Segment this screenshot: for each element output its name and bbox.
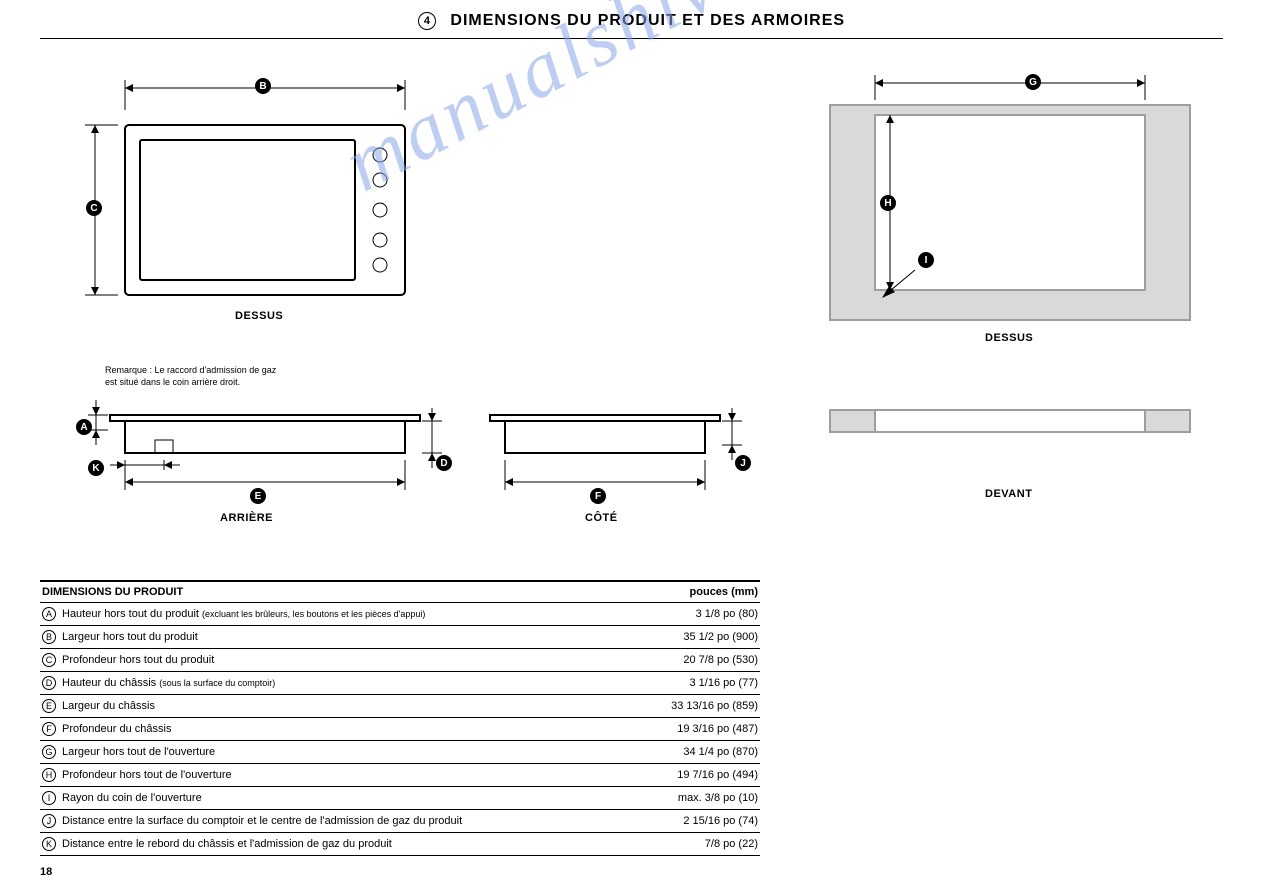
row-desc: Hauteur hors tout du produit xyxy=(62,608,199,620)
caption-arriere: ARRIÈRE xyxy=(220,512,273,524)
row-key: C xyxy=(42,653,56,667)
caption-dessus-2: DESSUS xyxy=(985,332,1033,344)
row-key: G xyxy=(42,745,56,759)
table-row: K Distance entre le rebord du châssis et … xyxy=(40,833,760,856)
row-desc: Distance entre la surface du comptoir et… xyxy=(62,815,462,827)
row-val: 3 1/16 po (77) xyxy=(633,672,760,695)
row-key: F xyxy=(42,722,56,736)
row-desc: Largeur du châssis xyxy=(62,700,155,712)
row-key: A xyxy=(42,607,56,621)
row-key: I xyxy=(42,791,56,805)
row-desc: Profondeur hors tout du produit xyxy=(62,654,214,666)
dim-label-c: C xyxy=(86,200,102,216)
row-val: 34 1/4 po (870) xyxy=(633,741,760,764)
row-val: 33 13/16 po (859) xyxy=(633,695,760,718)
row-val: 7/8 po (22) xyxy=(633,833,760,856)
dim-label-d: D xyxy=(436,455,452,471)
table-row: C Profondeur hors tout du produit 20 7/8 p… xyxy=(40,649,760,672)
rear-note: Remarque : Le raccord d'admission de gaz… xyxy=(105,365,365,388)
table-row: J Distance entre la surface du comptoir e… xyxy=(40,810,760,833)
section-number: 4 xyxy=(418,12,436,30)
dim-label-a: A xyxy=(76,419,92,435)
diagram-side-view xyxy=(470,390,750,530)
table-row: H Profondeur hors tout de l'ouverture 19 7… xyxy=(40,764,760,787)
caption-dessus-1: DESSUS xyxy=(235,310,283,322)
dim-label-i: I xyxy=(918,252,934,268)
diagram-area: B C DESSUS Remarque : Le raccord d'admis… xyxy=(40,70,1223,560)
row-desc: Largeur hors tout du produit xyxy=(62,631,198,643)
row-val: 2 15/16 po (74) xyxy=(633,810,760,833)
row-key: E xyxy=(42,699,56,713)
row-desc: Profondeur du châssis xyxy=(62,723,171,735)
dim-label-b: B xyxy=(255,78,271,94)
table-row: I Rayon du coin de l'ouverture max. 3/8 po… xyxy=(40,787,760,810)
diagram-rear-view xyxy=(70,390,450,530)
table-row: E Largeur du châssis 33 13/16 po (859) xyxy=(40,695,760,718)
rear-note-line2: est situé dans le coin arrière droit. xyxy=(105,377,240,387)
dim-label-f: F xyxy=(590,488,606,504)
row-key: B xyxy=(42,630,56,644)
table-row: A Hauteur hors tout du produit (excluant … xyxy=(40,603,760,626)
diagram-cutout-front xyxy=(800,400,1200,460)
diagram-top-view xyxy=(70,70,430,330)
dim-label-k: K xyxy=(88,460,104,476)
row-desc: Hauteur du châssis xyxy=(62,677,156,689)
row-key: H xyxy=(42,768,56,782)
row-desc: Distance entre le rebord du châssis et l… xyxy=(62,838,392,850)
row-key: D xyxy=(42,676,56,690)
row-key: K xyxy=(42,837,56,851)
table-body: A Hauteur hors tout du produit (excluant … xyxy=(40,603,760,856)
dim-label-g: G xyxy=(1025,74,1041,90)
row-val: 19 3/16 po (487) xyxy=(633,718,760,741)
page-number: 18 xyxy=(40,866,52,878)
page-title: DIMENSIONS DU PRODUIT ET DES ARMOIRES xyxy=(450,12,845,29)
row-desc: Largeur hors tout de l'ouverture xyxy=(62,746,215,758)
table-row: F Profondeur du châssis 19 3/16 po (487) xyxy=(40,718,760,741)
row-sub: (excluant les brûleurs, les boutons et l… xyxy=(202,609,425,619)
rear-note-line1: Remarque : Le raccord d'admission de gaz xyxy=(105,365,276,375)
row-val: 19 7/16 po (494) xyxy=(633,764,760,787)
caption-cote: CÔTÉ xyxy=(585,512,618,524)
dim-label-h: H xyxy=(880,195,896,211)
table-row: B Largeur hors tout du produit 35 1/2 po (… xyxy=(40,626,760,649)
row-sub: (sous la surface du comptoir) xyxy=(159,678,275,688)
dimensions-table: DIMENSIONS DU PRODUIT pouces (mm) A Haute… xyxy=(40,580,760,856)
table-header-right: pouces (mm) xyxy=(633,581,760,603)
row-val: max. 3/8 po (10) xyxy=(633,787,760,810)
dim-label-e: E xyxy=(250,488,266,504)
row-desc: Rayon du coin de l'ouverture xyxy=(62,792,202,804)
row-key: J xyxy=(42,814,56,828)
row-val: 35 1/2 po (900) xyxy=(633,626,760,649)
dim-label-j: J xyxy=(735,455,751,471)
row-val: 3 1/8 po (80) xyxy=(633,603,760,626)
page-header: 4 DIMENSIONS DU PRODUIT ET DES ARMOIRES xyxy=(40,12,1223,39)
row-val: 20 7/8 po (530) xyxy=(633,649,760,672)
diagram-cutout-top xyxy=(800,70,1200,340)
table-row: D Hauteur du châssis (sous la surface du … xyxy=(40,672,760,695)
table-header-left: DIMENSIONS DU PRODUIT xyxy=(40,581,633,603)
caption-devant: DEVANT xyxy=(985,488,1032,500)
table-row: G Largeur hors tout de l'ouverture 34 1/4 … xyxy=(40,741,760,764)
row-desc: Profondeur hors tout de l'ouverture xyxy=(62,769,232,781)
